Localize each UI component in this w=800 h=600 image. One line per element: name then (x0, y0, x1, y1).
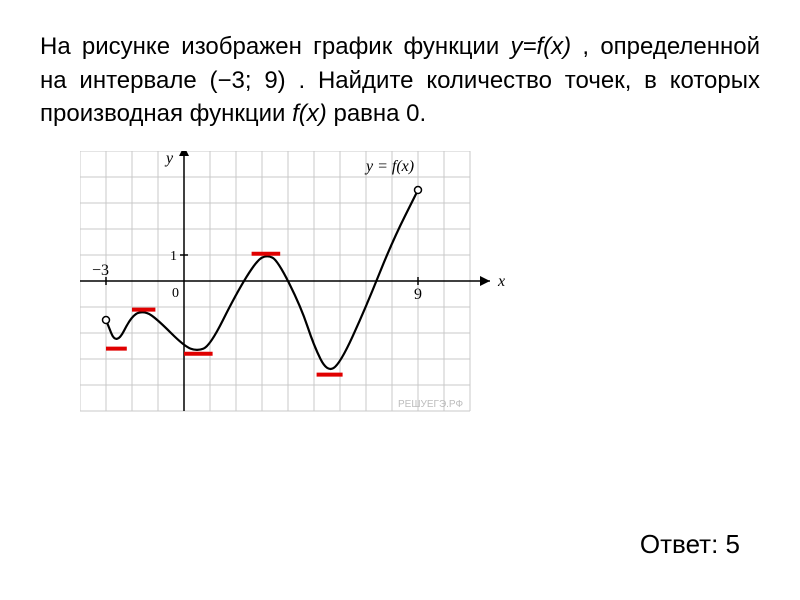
svg-text:y: y (164, 151, 174, 167)
svg-text:−3: −3 (92, 262, 109, 279)
function-graph: y x −3 1 0 9 y = f(x) РЕШУЕГЭ.РФ (80, 151, 760, 421)
svg-text:y = f(x): y = f(x) (364, 158, 414, 175)
svg-text:РЕШУЕГЭ.РФ: РЕШУЕГЭ.РФ (398, 399, 463, 410)
svg-text:1: 1 (170, 249, 177, 264)
text-part-3: равна 0. (327, 100, 426, 127)
svg-text:0: 0 (172, 286, 179, 301)
equation-1: y=f(x) (511, 33, 572, 60)
problem-statement: На рисунке изображен график функции y=f(… (40, 30, 760, 131)
text-part-1: На рисунке изображен график функции (40, 33, 511, 60)
equation-2: f(x) (292, 100, 327, 127)
svg-text:x: x (497, 273, 505, 290)
svg-text:9: 9 (414, 286, 422, 303)
answer-text: Ответ: 5 (640, 529, 740, 560)
chart-svg: y x −3 1 0 9 y = f(x) РЕШУЕГЭ.РФ (80, 151, 530, 421)
